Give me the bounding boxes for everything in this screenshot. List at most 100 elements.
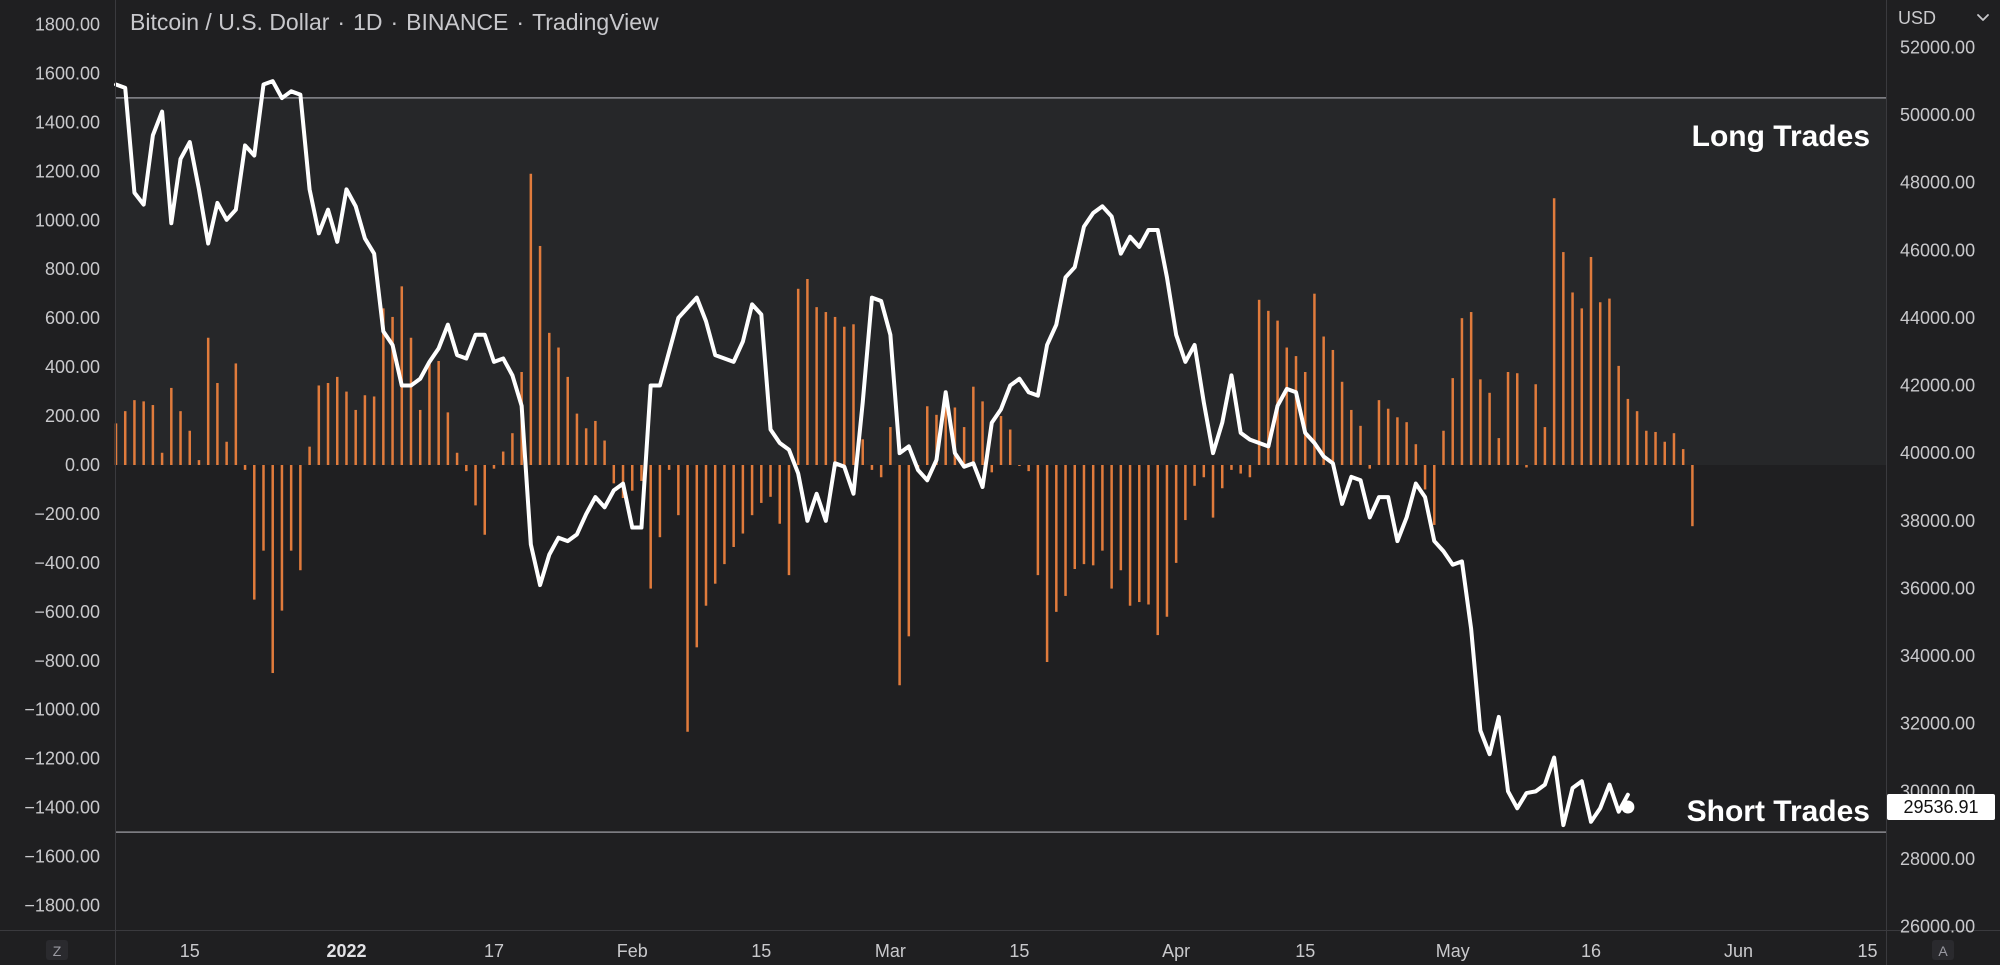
- time-axis-tick-label: 15: [180, 941, 200, 961]
- histogram-bar: [428, 360, 431, 465]
- histogram-bar: [1221, 465, 1224, 489]
- histogram-bars: [114, 173, 1694, 732]
- right-axis-tick-label: 44000.00: [1900, 308, 1975, 328]
- histogram-bar: [907, 465, 911, 637]
- log-button-label[interactable]: Z: [53, 943, 62, 959]
- auto-scale-button[interactable]: A: [1932, 940, 1954, 960]
- histogram-bar: [492, 465, 496, 469]
- histogram-bar: [133, 400, 136, 465]
- left-axis-tick-label: 1800.00: [35, 14, 100, 34]
- histogram-bar: [594, 420, 597, 465]
- histogram-bar: [409, 337, 413, 465]
- histogram-bar: [1008, 429, 1012, 465]
- histogram-bar: [1451, 378, 1454, 465]
- histogram-bar: [778, 465, 781, 524]
- histogram-bar: [1469, 312, 1473, 465]
- right-axis[interactable]: 52000.00 50000.00 48000.00 46000.00 44000.00…: [1900, 37, 1975, 936]
- right-axis-tick-label: 40000.00: [1900, 443, 1975, 463]
- histogram-bar: [1294, 356, 1298, 465]
- histogram-bar: [1267, 310, 1270, 465]
- histogram-bar: [584, 428, 588, 465]
- left-axis-tick-label: 1200.00: [35, 161, 100, 181]
- histogram-bar: [1405, 422, 1408, 465]
- histogram-bar: [695, 465, 699, 648]
- histogram-bar: [326, 383, 330, 465]
- histogram-bar: [981, 401, 984, 465]
- histogram-bar: [843, 326, 846, 465]
- left-axis-tick-label: −400.00: [34, 553, 100, 573]
- histogram-bar: [372, 396, 376, 465]
- time-axis-tick-label: 17: [484, 941, 504, 961]
- histogram-bar: [1322, 336, 1325, 465]
- left-axis-tick-label: −1000.00: [24, 700, 100, 720]
- right-axis-tick-label: 52000.00: [1900, 37, 1975, 57]
- histogram-bar: [1626, 398, 1630, 465]
- log-scale-button[interactable]: Z: [46, 940, 68, 960]
- time-axis[interactable]: 15 2022 17 Feb 15 Mar 15 Apr 15 May 16 Jun 15: [180, 941, 1878, 961]
- histogram-bar: [612, 465, 616, 484]
- histogram-bar: [1303, 372, 1307, 465]
- histogram-bar: [1202, 465, 1206, 478]
- left-axis-tick-label: 400.00: [45, 357, 100, 377]
- price-line: [114, 79, 1630, 828]
- histogram-bar: [400, 286, 404, 465]
- title-separator: ·: [390, 9, 398, 35]
- histogram-bar: [1497, 438, 1501, 465]
- right-axis-tick-label: 42000.00: [1900, 376, 1975, 396]
- histogram-bar: [1174, 465, 1178, 563]
- histogram-bar: [575, 413, 579, 465]
- histogram-bar: [631, 465, 634, 491]
- price-tag: 29536.91: [1887, 794, 1995, 821]
- histogram-bar: [704, 465, 708, 606]
- histogram-bar: [935, 414, 938, 465]
- log-button-bg[interactable]: [46, 940, 68, 960]
- histogram-bar: [1396, 417, 1399, 465]
- histogram-bar: [723, 465, 726, 565]
- short-trades-label: Short Trades: [1687, 795, 1870, 828]
- histogram-bar: [1645, 430, 1648, 465]
- histogram-bar: [1442, 430, 1445, 465]
- histogram-bar: [1138, 465, 1141, 603]
- histogram-bar: [760, 465, 763, 503]
- histogram-bar: [363, 395, 367, 465]
- interval-label: 1D: [353, 9, 382, 35]
- left-axis[interactable]: 1800.00 1600.00 1400.00 1200.00 1000.00 800.0…: [24, 14, 100, 915]
- histogram-bar: [142, 401, 145, 465]
- histogram-bar: [1691, 465, 1694, 527]
- histogram-bar: [898, 465, 901, 686]
- auto-button-label[interactable]: A: [1938, 943, 1948, 959]
- histogram-bar: [253, 465, 256, 600]
- left-axis-tick-label: 600.00: [45, 308, 100, 328]
- left-axis-tick-label: 0.00: [65, 455, 100, 475]
- histogram-bar: [1460, 318, 1464, 465]
- auto-button-bg[interactable]: [1932, 940, 1954, 960]
- histogram-bar: [151, 405, 155, 465]
- histogram-bar: [769, 465, 772, 497]
- currency-selector[interactable]: USD: [1898, 8, 1989, 28]
- last-price-dot: [1621, 800, 1635, 814]
- histogram-bar: [649, 465, 652, 589]
- histogram-bar: [1211, 465, 1215, 518]
- histogram-bar: [1156, 465, 1159, 636]
- histogram-bar: [280, 465, 284, 611]
- time-axis-tick-label: 2022: [326, 941, 366, 961]
- histogram-bar: [621, 465, 625, 499]
- histogram-bar: [1571, 292, 1574, 465]
- currency-label[interactable]: USD: [1898, 8, 1936, 28]
- chevron-down-icon[interactable]: [1977, 14, 1989, 21]
- histogram-bar: [1064, 465, 1067, 596]
- histogram-bar: [299, 465, 302, 571]
- histogram-bar: [538, 245, 542, 465]
- time-axis-tick-label: Feb: [617, 941, 648, 961]
- histogram-bar: [1589, 256, 1593, 465]
- histogram-bar: [1663, 441, 1666, 465]
- histogram-bar: [262, 465, 265, 551]
- histogram-bar: [1110, 465, 1113, 589]
- histogram-bar: [474, 465, 477, 506]
- title-separator: ·: [516, 9, 524, 35]
- right-axis-tick-label: 28000.00: [1900, 849, 1975, 869]
- title-separator: ·: [337, 9, 345, 35]
- histogram-bar: [1091, 465, 1095, 566]
